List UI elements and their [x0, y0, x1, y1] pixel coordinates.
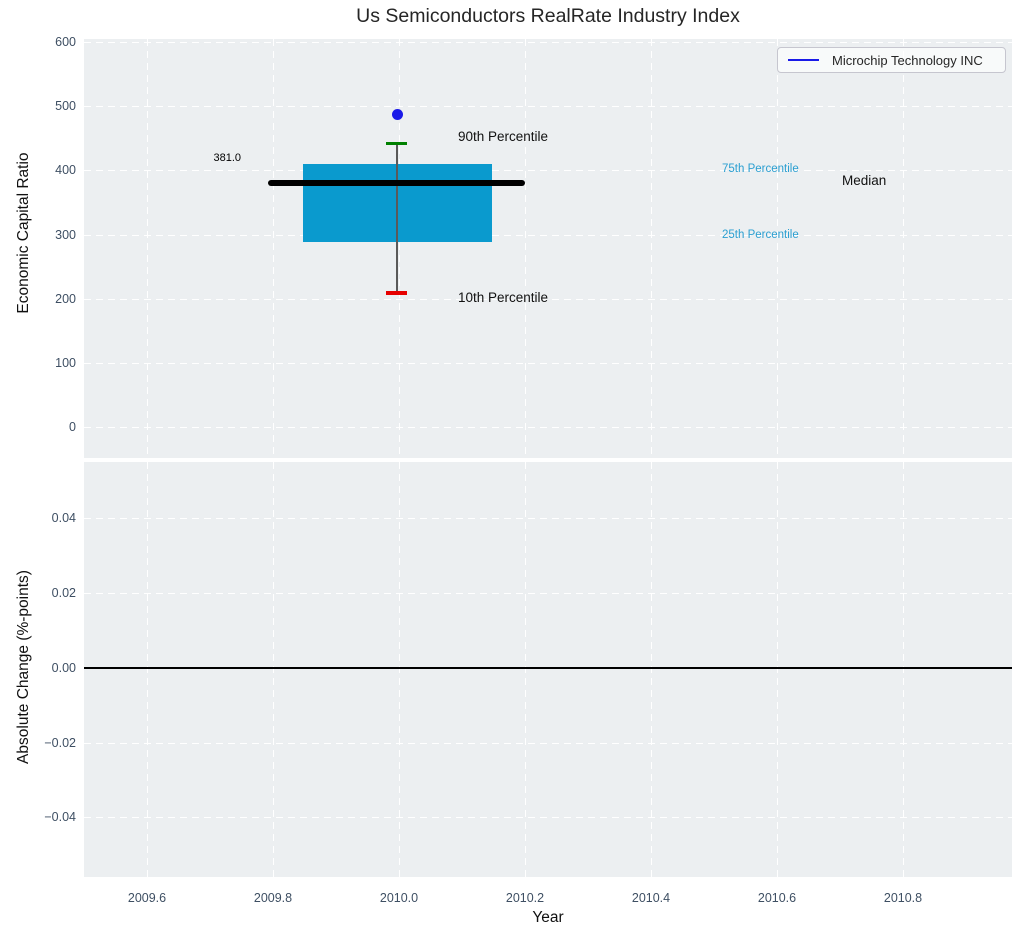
x-tick-label: 2010.2	[505, 891, 545, 905]
median-value-annotation: 381.0	[213, 152, 241, 164]
y-tick-label: 300	[55, 228, 76, 242]
boxplot-median-line	[268, 180, 525, 186]
x-tick-label: 2010.6	[757, 891, 797, 905]
chart-title: Us Semiconductors RealRate Industry Inde…	[356, 5, 740, 27]
gridline-h	[84, 743, 1012, 744]
gridline-h	[84, 42, 1012, 43]
company-data-point	[392, 109, 403, 120]
gridline-h	[84, 593, 1012, 594]
gridline-v	[147, 39, 148, 458]
y-tick-label: −0.04	[44, 810, 76, 824]
legend: Microchip Technology INC	[777, 47, 1006, 73]
y-tick-label: 0.04	[51, 511, 76, 525]
y-tick-label: 200	[55, 292, 76, 306]
x-tick-label: 2009.6	[127, 891, 167, 905]
y-tick-label: 600	[55, 35, 76, 49]
y-tick-label: 400	[55, 163, 76, 177]
gridline-v	[777, 462, 778, 877]
bottom-y-axis-label: Absolute Change (%-points)	[15, 570, 32, 764]
legend-label: Microchip Technology INC	[832, 52, 983, 68]
p75-label: 75th Percentile	[722, 163, 799, 175]
p90-label: 90th Percentile	[458, 129, 549, 144]
gridline-v	[525, 39, 526, 458]
gridline-v	[777, 39, 778, 458]
legend-line-swatch	[788, 59, 819, 61]
gridline-v	[399, 462, 400, 877]
gridline-h	[84, 235, 1012, 236]
gridline-h	[84, 363, 1012, 364]
boxplot-10th-percentile-cap	[386, 291, 407, 295]
gridline-v	[903, 39, 904, 458]
x-tick-label: 2010.4	[631, 891, 671, 905]
boxplot-whisker-line	[396, 143, 398, 292]
gridline-h	[84, 817, 1012, 818]
median-label: Median	[842, 173, 887, 188]
gridline-h	[84, 170, 1012, 171]
gridline-h	[84, 299, 1012, 300]
y-tick-label: 0.02	[51, 586, 76, 600]
x-axis-label: Year	[532, 909, 564, 926]
gridline-h	[84, 518, 1012, 519]
gridline-v	[651, 462, 652, 877]
x-tick-label: 2010.8	[883, 891, 923, 905]
gridline-v	[273, 462, 274, 877]
boxplot-90th-percentile-cap	[386, 142, 407, 145]
y-tick-label: 0.00	[51, 661, 76, 675]
top-plot-area: 381.0 90th Percentile 10th Percentile 75…	[84, 39, 1012, 458]
y-tick-label: 500	[55, 99, 76, 113]
gridline-h	[84, 106, 1012, 107]
x-tick-label: 2009.8	[253, 891, 293, 905]
p10-label: 10th Percentile	[458, 290, 549, 305]
gridline-v	[273, 39, 274, 458]
y-tick-label: 100	[55, 356, 76, 370]
gridline-v	[903, 462, 904, 877]
bottom-plot-area	[84, 462, 1012, 877]
zero-reference-line	[84, 667, 1012, 669]
gridline-v	[147, 462, 148, 877]
p25-label: 25th Percentile	[722, 229, 799, 241]
gridline-v	[525, 462, 526, 877]
y-tick-label: 0	[69, 420, 76, 434]
gridline-v	[399, 39, 400, 458]
gridline-h	[84, 427, 1012, 428]
gridline-v	[651, 39, 652, 458]
y-tick-label: −0.02	[44, 736, 76, 750]
top-y-axis-label: Economic Capital Ratio	[15, 152, 32, 314]
x-tick-label: 2010.0	[379, 891, 419, 905]
